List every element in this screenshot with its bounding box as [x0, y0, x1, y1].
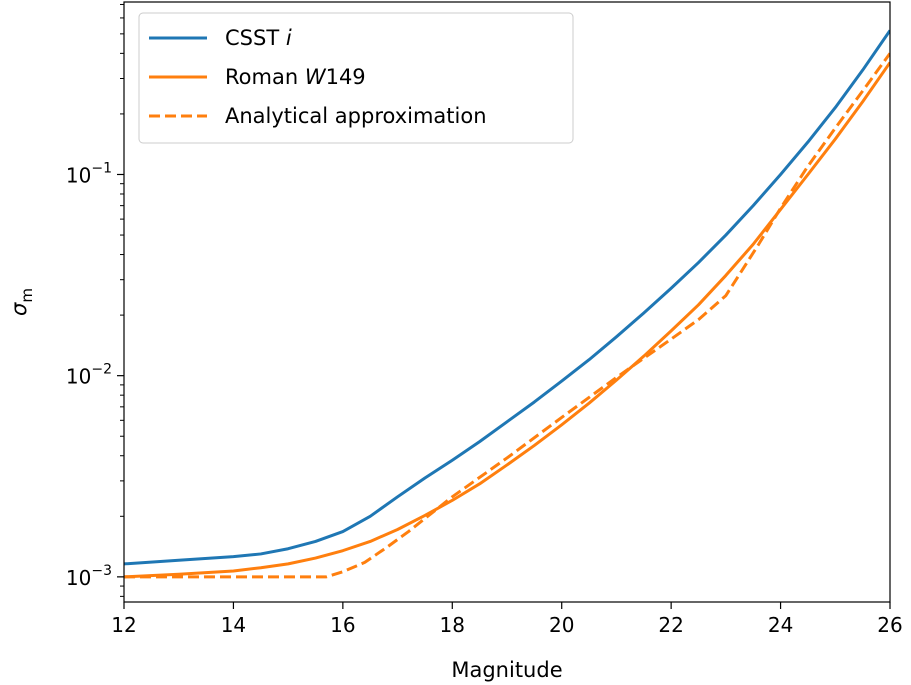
y-tick-exponent: −3	[91, 563, 112, 579]
x-tick-label: 22	[658, 613, 683, 637]
y-axis-label: σm	[7, 288, 36, 316]
series-line-0	[124, 29, 890, 566]
legend-label-csst-name: CSST	[225, 26, 286, 50]
y-tick-exponent: −2	[91, 362, 112, 378]
series-line-2	[124, 52, 890, 579]
x-tick-label: 14	[221, 613, 246, 637]
y-tick-exponent: −1	[91, 160, 112, 176]
plot-area-frame	[123, 1, 891, 603]
y-tick-base: 10	[66, 365, 91, 389]
y-tick-label: 10−1	[66, 160, 112, 187]
x-axis-label: Magnitude	[451, 658, 562, 682]
legend-label-roman: Roman W149	[225, 65, 366, 89]
y-tick-label: 10−2	[66, 362, 112, 389]
x-tick-label: 20	[549, 613, 574, 637]
legend-frame	[138, 12, 574, 144]
x-tick-label: 24	[768, 613, 793, 637]
legend-label-csst-italic: i	[286, 26, 292, 50]
y-tick-base: 10	[66, 566, 91, 590]
x-tick-label: 26	[877, 613, 902, 637]
x-tick-label: 16	[330, 613, 355, 637]
legend-label-roman-italic: W	[305, 65, 327, 89]
legend: CSST i Roman W149 Analytical approximati…	[138, 12, 574, 144]
legend-label-roman-suffix: 149	[326, 65, 366, 89]
y-axis-label-symbol: σ	[7, 302, 31, 316]
x-tick-label: 12	[111, 613, 136, 637]
legend-label-analytical: Analytical approximation	[225, 104, 487, 128]
y-axis: 10−310−210−1	[66, 3, 124, 597]
y-tick-label: 10−3	[66, 563, 112, 590]
x-tick-label: 18	[440, 613, 465, 637]
series-line-1	[124, 61, 890, 579]
y-axis-label-subscript: m	[18, 288, 36, 303]
x-axis: 12 14 16 18 20 22 24 26	[111, 602, 903, 637]
legend-label-roman-name: Roman	[225, 65, 305, 89]
legend-label-csst: CSST i	[225, 26, 292, 50]
series-layer	[124, 29, 890, 579]
y-tick-base: 10	[66, 163, 91, 187]
